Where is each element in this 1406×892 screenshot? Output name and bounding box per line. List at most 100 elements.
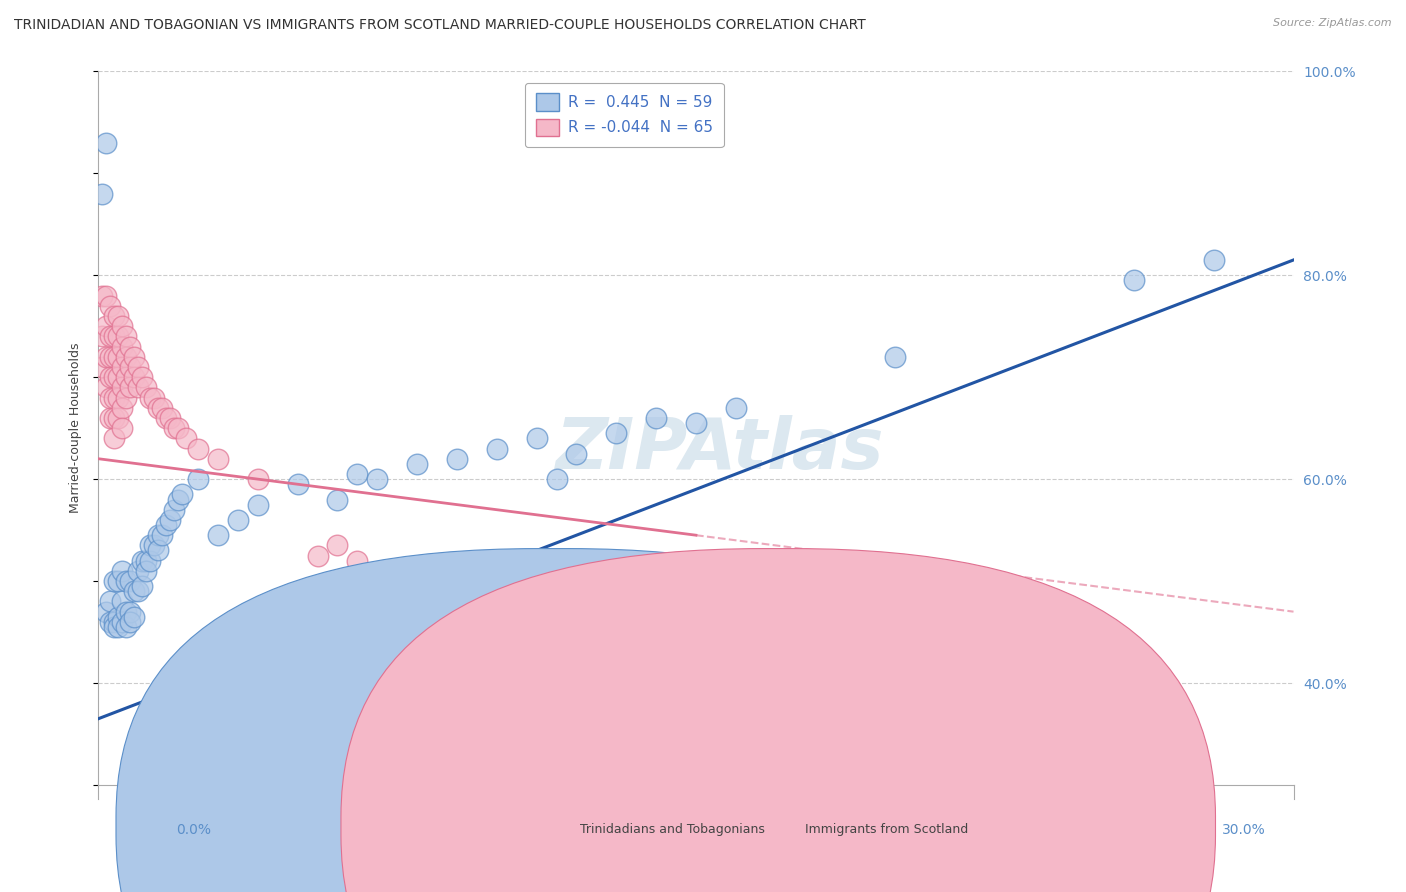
Point: [174, 431, 197, 445]
Point: [724, 401, 747, 415]
Point: [605, 609, 627, 624]
Point: [685, 416, 707, 430]
Point: [98, 299, 122, 313]
Point: [131, 554, 153, 568]
Point: [884, 350, 907, 364]
Point: [565, 447, 588, 461]
Point: [115, 391, 138, 405]
Point: [366, 472, 388, 486]
Point: [131, 370, 153, 384]
Point: [187, 442, 209, 456]
Point: [346, 467, 368, 481]
Point: [127, 584, 149, 599]
Point: [98, 350, 122, 364]
Point: [207, 451, 229, 466]
Point: [111, 594, 134, 608]
Point: [111, 319, 134, 334]
Point: [148, 543, 170, 558]
Point: [107, 609, 129, 624]
Point: [103, 329, 125, 343]
Point: [605, 426, 627, 441]
Point: [346, 554, 368, 568]
Point: [159, 513, 181, 527]
Point: [246, 498, 269, 512]
Point: [115, 605, 138, 619]
Point: [111, 421, 134, 435]
Point: [107, 309, 129, 323]
Point: [111, 401, 134, 415]
Point: [143, 391, 166, 405]
Point: [120, 574, 142, 588]
Point: [159, 411, 181, 425]
Point: [150, 401, 173, 415]
Point: [446, 590, 468, 604]
Point: [287, 747, 309, 762]
Point: [91, 186, 114, 201]
Point: [1123, 273, 1146, 287]
Point: [127, 359, 149, 374]
Point: [167, 421, 190, 435]
Point: [139, 538, 162, 552]
Point: [115, 329, 138, 343]
Point: [135, 380, 157, 394]
Point: [103, 615, 125, 629]
Point: [98, 370, 122, 384]
Point: [155, 411, 177, 425]
Point: [135, 554, 157, 568]
Point: [103, 391, 125, 405]
Point: [103, 370, 125, 384]
Point: [98, 411, 122, 425]
Point: [139, 554, 162, 568]
Point: [103, 431, 125, 445]
Point: [111, 615, 134, 629]
Point: [103, 620, 125, 634]
Point: [155, 518, 177, 533]
Point: [91, 359, 114, 374]
Point: [96, 288, 118, 302]
Point: [124, 584, 146, 599]
Point: [485, 442, 508, 456]
Point: [150, 528, 173, 542]
Text: Immigrants from Scotland: Immigrants from Scotland: [806, 823, 969, 836]
Point: [111, 380, 134, 394]
Point: [167, 492, 190, 507]
Point: [163, 502, 186, 516]
Point: [120, 380, 142, 394]
Point: [307, 549, 329, 563]
Text: 30.0%: 30.0%: [1222, 822, 1265, 837]
Point: [120, 359, 142, 374]
Point: [120, 615, 142, 629]
Y-axis label: Married-couple Households: Married-couple Households: [69, 343, 83, 514]
Point: [226, 513, 249, 527]
Point: [1202, 252, 1225, 267]
Legend: R =  0.445  N = 59, R = -0.044  N = 65: R = 0.445 N = 59, R = -0.044 N = 65: [524, 83, 724, 147]
Point: [724, 564, 747, 578]
Point: [103, 309, 125, 323]
Point: [98, 615, 122, 629]
Point: [546, 472, 568, 486]
Point: [131, 579, 153, 593]
Point: [148, 528, 170, 542]
Point: [326, 492, 349, 507]
Point: [172, 487, 194, 501]
Point: [135, 564, 157, 578]
Point: [96, 319, 118, 334]
Point: [96, 136, 118, 150]
Point: [645, 411, 668, 425]
Point: [115, 574, 138, 588]
Point: [98, 329, 122, 343]
Point: [96, 350, 118, 364]
Point: [111, 340, 134, 354]
Point: [107, 350, 129, 364]
Point: [246, 472, 269, 486]
Point: [111, 359, 134, 374]
Point: [107, 329, 129, 343]
Point: [406, 457, 429, 471]
Point: [124, 350, 146, 364]
Point: [98, 391, 122, 405]
Point: [115, 370, 138, 384]
Point: [143, 538, 166, 552]
Point: [120, 340, 142, 354]
Text: 0.0%: 0.0%: [176, 822, 211, 837]
Point: [115, 620, 138, 634]
